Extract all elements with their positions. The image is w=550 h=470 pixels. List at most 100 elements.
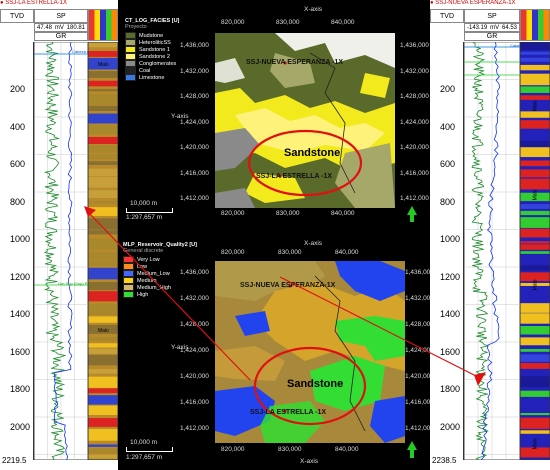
facies-legend-title: CT_LOG_FACIES [U] <box>125 18 180 24</box>
bottom-y-tick-label: 1,420,000 <box>180 373 209 380</box>
facies-legend: CT_LOG_FACIES [U] Proyecto Mudstone Heter… <box>125 18 179 81</box>
bottom-well-nueva-esperanza <box>288 284 292 288</box>
left-gr-curve <box>43 42 67 460</box>
left-well-title: SSJ-LA ESTRELLA-1X <box>5 0 67 6</box>
reservoir-legend-swatch <box>123 277 134 284</box>
left-well-title-bar: ● SSJ-LA ESTRELLA-1X <box>0 0 118 8</box>
facies-legend-label: Sandstone 2 <box>139 53 170 60</box>
reservoir-legend-item[interactable]: Low <box>123 263 197 270</box>
facies-legend-item[interactable]: Conglomerates <box>125 60 179 67</box>
reservoir-map-plot <box>215 261 405 443</box>
left-tvd-header[interactable]: TVD <box>0 9 34 23</box>
top-y-axis-title: Y-axis <box>171 113 189 120</box>
facies-legend-item[interactable]: Sandstone 1 <box>125 46 179 53</box>
top-x-tick-label: 830,000 <box>276 19 300 26</box>
top-x-tick-label: 830,000 <box>276 210 300 217</box>
reservoir-legend-label: Medium_High <box>137 284 171 291</box>
right-facies-header[interactable] <box>520 9 550 41</box>
top-y-tick-label: 1,432,000 <box>400 67 429 75</box>
arrow-left-to-map <box>87 211 251 381</box>
facies-map-plot <box>215 33 395 208</box>
bottom-scale-bar-label: 10,000 m <box>130 439 158 446</box>
right-curve-track <box>464 42 520 460</box>
reservoir-legend: MLP_Reservoir_Quality2 [U] General discr… <box>123 242 197 298</box>
reservoir-quality-map[interactable]: MLP_Reservoir_Quality2 [U] General discr… <box>118 235 434 470</box>
facies-legend-label: HeteroliticSS <box>139 39 171 46</box>
top-x-tick-label: 820,000 <box>221 210 245 217</box>
bottom-y-tick-label: 1,428,000 <box>405 321 434 328</box>
reservoir-legend-label: Medium <box>137 277 157 284</box>
top-y-tick-label: 1,428,000 <box>400 93 429 100</box>
right-depth-label: 1400 <box>440 309 461 319</box>
facies-legend-item[interactable]: Coal <box>125 67 179 74</box>
bottom-x-tick-label: 830,000 <box>278 446 302 453</box>
right-facies-track <box>520 42 550 460</box>
right-well-title-bar: ● SSJ-NUEVA ESPERANZA-1X <box>430 0 550 8</box>
facies-legend-item[interactable]: Sandstone 2 <box>125 53 179 60</box>
reservoir-legend-item[interactable]: Medium_Low <box>123 270 197 277</box>
reservoir-legend-item[interactable]: High <box>123 291 197 298</box>
top-y-tick-label: 1,420,000 <box>400 144 429 151</box>
top-x-tick-label: 840,000 <box>331 210 355 217</box>
top-scale-bar-label: 10,000 m <box>130 200 158 207</box>
facies-legend-swatch <box>125 46 136 53</box>
bottom-y-tick-label: 1,412,000 <box>405 425 434 432</box>
facies-legend-swatch <box>125 32 136 39</box>
facies-legend-subtitle: Proyecto <box>125 24 147 30</box>
top-y-tick-label: 1,412,000 <box>180 195 209 202</box>
right-well-title: SSJ-NUEVA ESPERANZA-1X <box>435 0 516 6</box>
top-scale-bar <box>126 208 173 213</box>
left-gr-header[interactable]: GR <box>34 32 88 41</box>
bottom-y-tick-label: 1,412,000 <box>180 425 209 432</box>
top-y-tick-label: 1,428,000 <box>180 93 209 100</box>
bottom-north-arrow-stem <box>410 449 414 458</box>
facies-legend-label: Mudstone <box>139 32 164 39</box>
right-tvd-header[interactable]: TVD <box>430 9 464 23</box>
top-y-tick-label: 1,424,000 <box>400 118 429 126</box>
top-well-nueva-esperanza <box>283 61 287 65</box>
bottom-x-tick-label: 830,000 <box>278 249 302 256</box>
bottom-x-axis-title-lower: X-axis <box>300 458 319 465</box>
right-depth-label: 2000 <box>440 421 461 432</box>
left-sp-curve <box>53 42 73 460</box>
bottom-well-la-estrella <box>283 409 287 413</box>
right-sp-header[interactable]: SP <box>464 9 520 23</box>
facies-legend-label: Conglomerates <box>139 60 177 67</box>
reservoir-legend-item[interactable]: Medium_High <box>123 284 197 291</box>
right-depth-label: 200 <box>440 84 456 94</box>
left-marker-top-label: Cabeza de Oro <box>72 49 100 54</box>
top-y-tick-label: 1,432,000 <box>180 67 209 75</box>
reservoir-legend-item[interactable]: Medium <box>123 277 197 284</box>
left-well-log-panel: ● SSJ-LA ESTRELLA-1X TVD SP 47.48 mV 180… <box>0 0 118 470</box>
right-gr-header[interactable]: GR <box>464 32 520 41</box>
bottom-y-tick-label: 1,432,000 <box>405 295 434 302</box>
top-y-tick-label: 1,420,000 <box>180 144 209 151</box>
reservoir-legend-label: Very Low <box>137 256 160 263</box>
left-facies-header[interactable] <box>88 9 118 41</box>
facies-legend-item[interactable]: Mudstone <box>125 32 179 39</box>
facies-legend-item[interactable]: Limestone <box>125 74 179 81</box>
left-sp-header[interactable]: SP <box>34 9 88 23</box>
facies-legend-swatch <box>125 53 136 60</box>
map-viewer-panel: CT_LOG_FACIES [U] Proyecto Mudstone Heter… <box>118 0 434 470</box>
bottom-x-tick-label: 840,000 <box>335 446 359 453</box>
reservoir-legend-swatch <box>123 263 134 270</box>
top-scale-ratio: 1:297,657 m <box>126 214 163 221</box>
bottom-y-axis-title: Y-axis <box>171 344 189 351</box>
bottom-y-tick-label: 1,420,000 <box>405 373 434 380</box>
right-bottom-depth: 2238.5 <box>432 456 457 465</box>
reservoir-legend-swatch <box>123 270 134 277</box>
left-depth-label: 400 <box>10 121 26 132</box>
top-well-la-estrella <box>278 174 282 178</box>
arrow-head-left-icon <box>84 206 96 217</box>
facies-legend-swatch <box>125 74 136 81</box>
bottom-scale-bar <box>126 447 173 452</box>
bottom-sandstone-ellipse <box>253 346 367 426</box>
arrow-head-right-icon <box>474 372 486 386</box>
facies-legend-swatch <box>125 39 136 46</box>
left-facies-label-2: Malo <box>98 328 109 334</box>
facies-map[interactable]: CT_LOG_FACIES [U] Proyecto Mudstone Heter… <box>118 0 430 232</box>
facies-legend-item[interactable]: HeteroliticSS <box>125 39 179 46</box>
right-depth-label: 800 <box>440 196 456 207</box>
